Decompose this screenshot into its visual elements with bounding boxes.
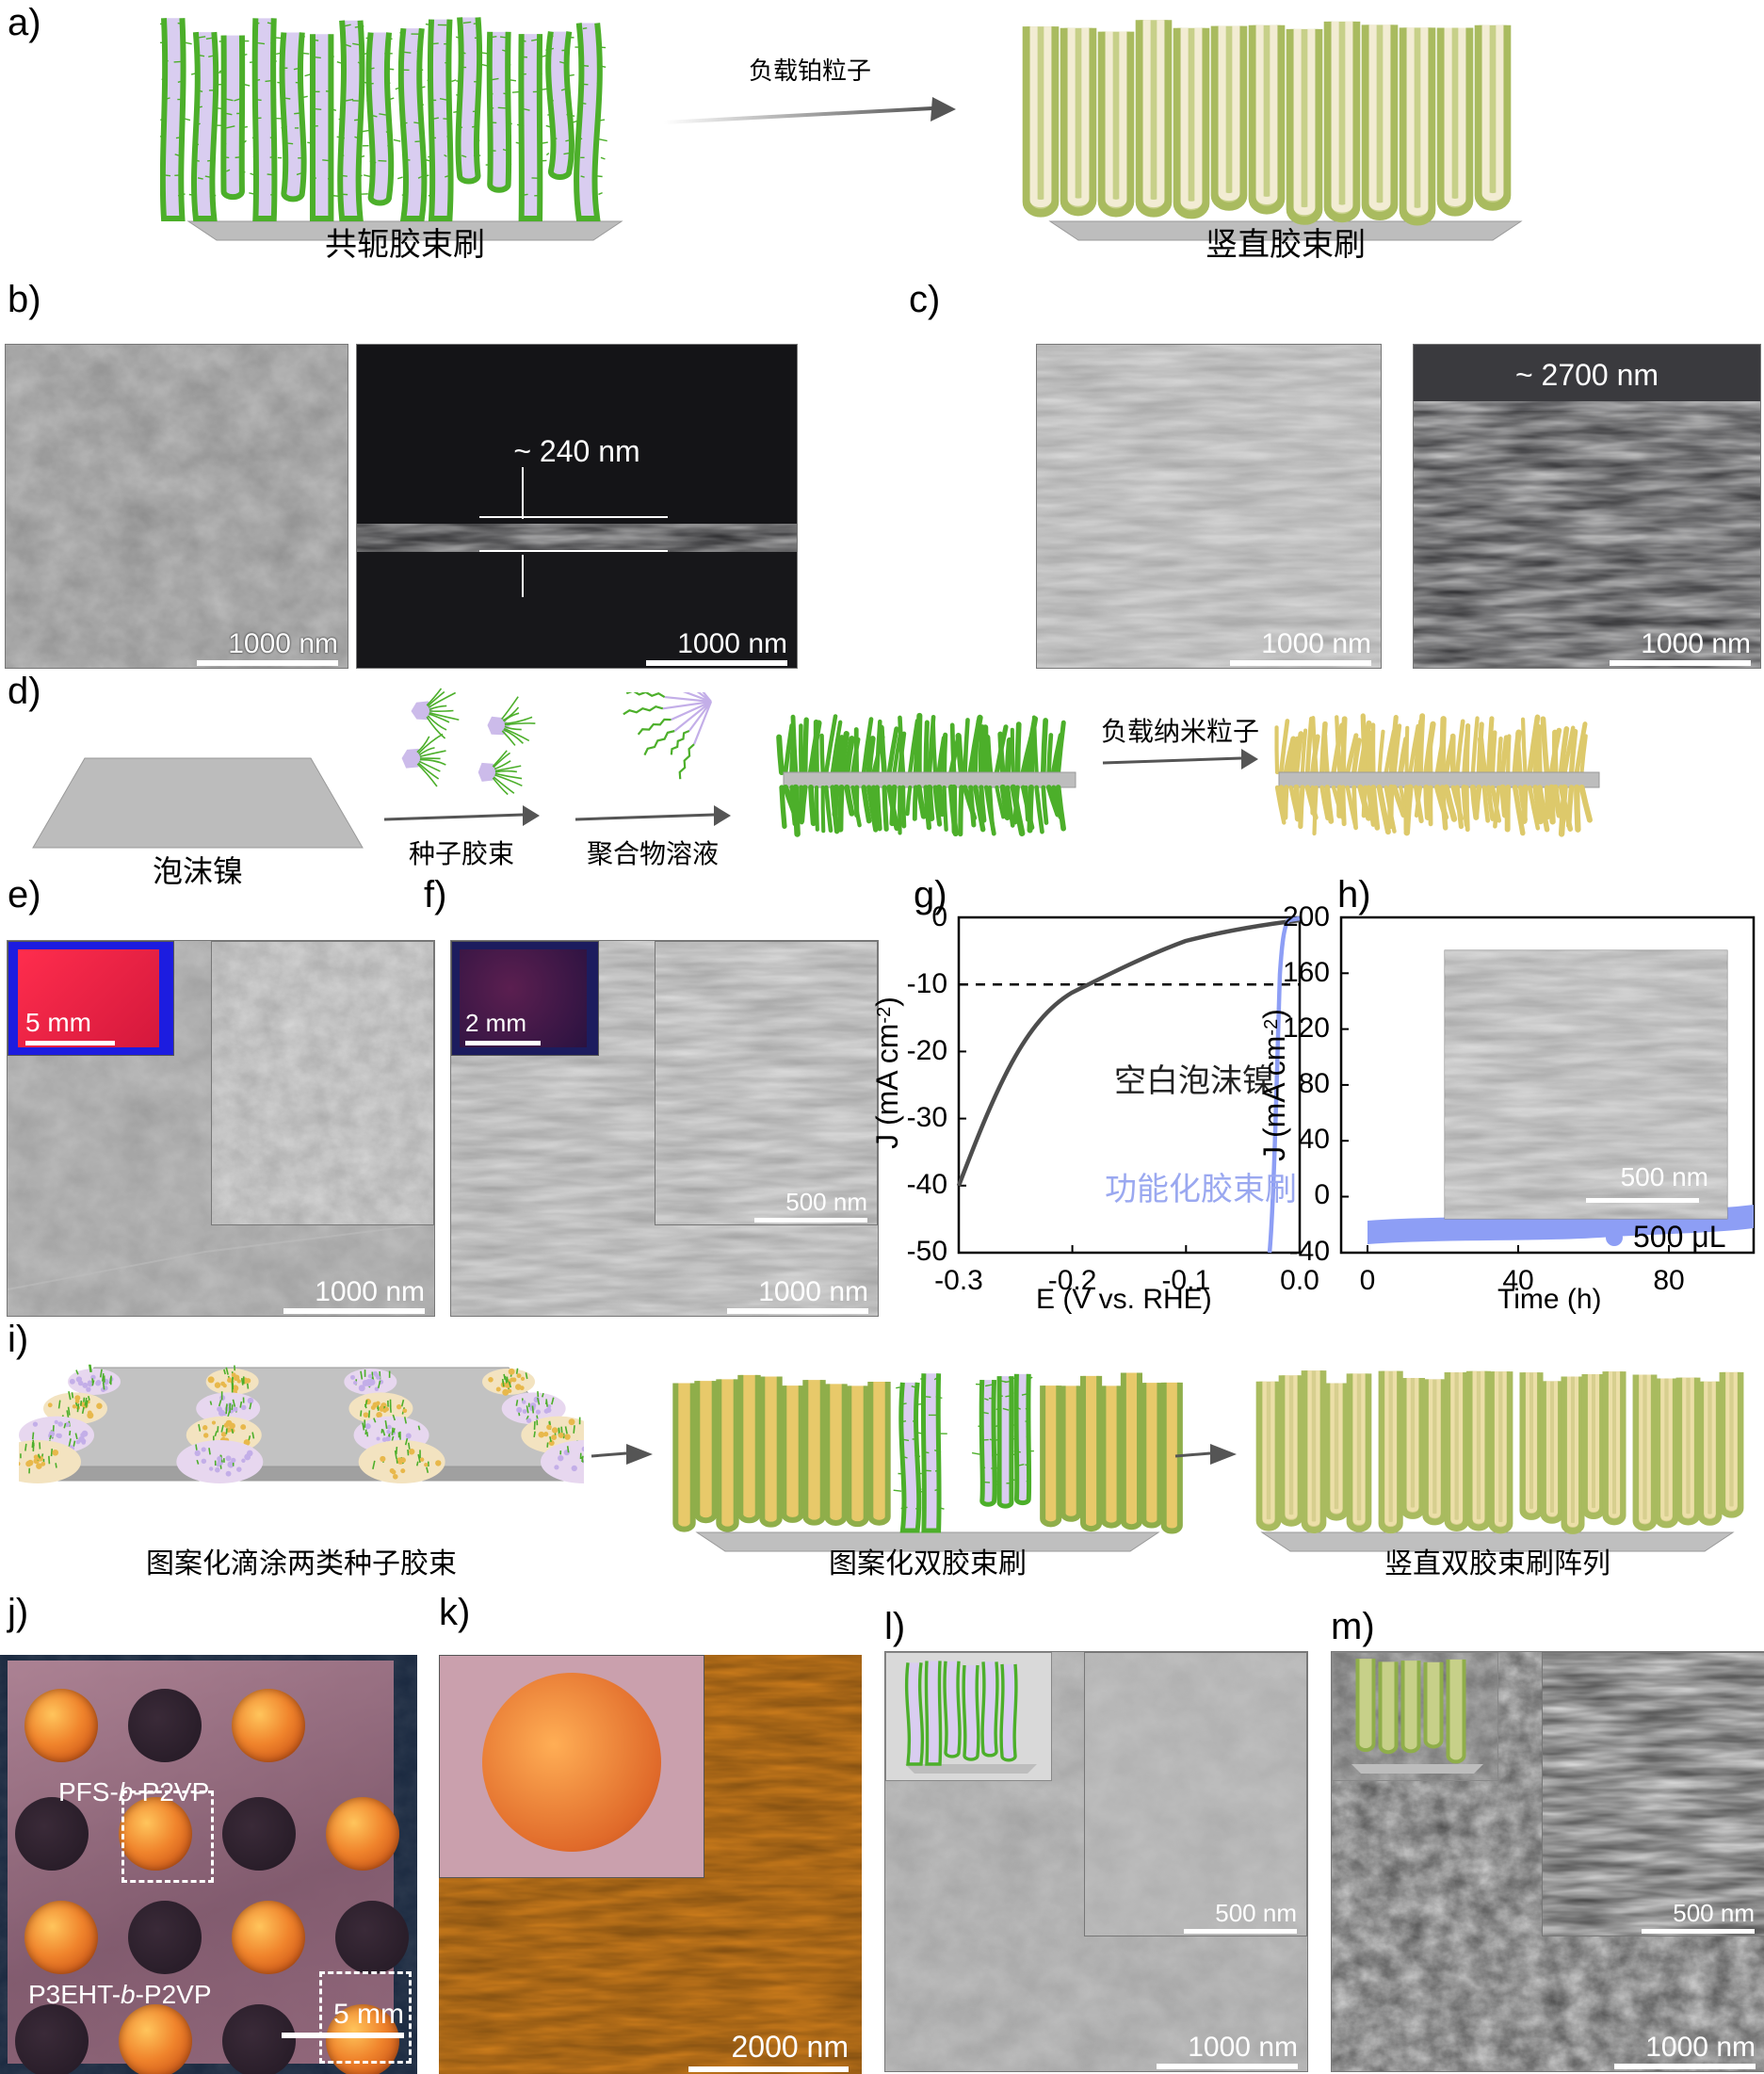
- svg-text:200: 200: [1283, 901, 1330, 932]
- svg-text:-40: -40: [907, 1169, 947, 1200]
- svg-text:-40: -40: [1289, 1236, 1330, 1267]
- svg-text:40: 40: [1299, 1124, 1330, 1155]
- svg-text:0: 0: [1314, 1179, 1330, 1210]
- svg-text:160: 160: [1283, 957, 1330, 988]
- svg-text:80: 80: [1653, 1265, 1684, 1296]
- svg-text:-0.3: -0.3: [934, 1265, 983, 1296]
- svg-text:-30: -30: [907, 1102, 947, 1133]
- svg-text:J (mA cm-2): J (mA cm-2): [870, 996, 904, 1149]
- svg-text:500 μL: 500 μL: [1633, 1220, 1726, 1254]
- svg-text:空白泡沫镍: 空白泡沫镍: [1114, 1063, 1274, 1099]
- svg-text:0: 0: [1360, 1265, 1376, 1296]
- svg-text:-20: -20: [907, 1035, 947, 1066]
- svg-text:500 nm: 500 nm: [1621, 1162, 1708, 1191]
- svg-text:0.0: 0.0: [1280, 1265, 1319, 1296]
- svg-text:-10: -10: [907, 968, 947, 999]
- svg-text:80: 80: [1299, 1068, 1330, 1099]
- svg-text:-50: -50: [907, 1236, 947, 1267]
- svg-text:功能化胶束刷: 功能化胶束刷: [1105, 1172, 1297, 1207]
- svg-text:0: 0: [931, 901, 947, 932]
